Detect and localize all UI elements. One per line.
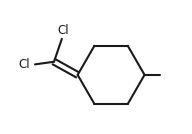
Text: Cl: Cl (57, 25, 69, 38)
Text: Cl: Cl (19, 58, 30, 71)
